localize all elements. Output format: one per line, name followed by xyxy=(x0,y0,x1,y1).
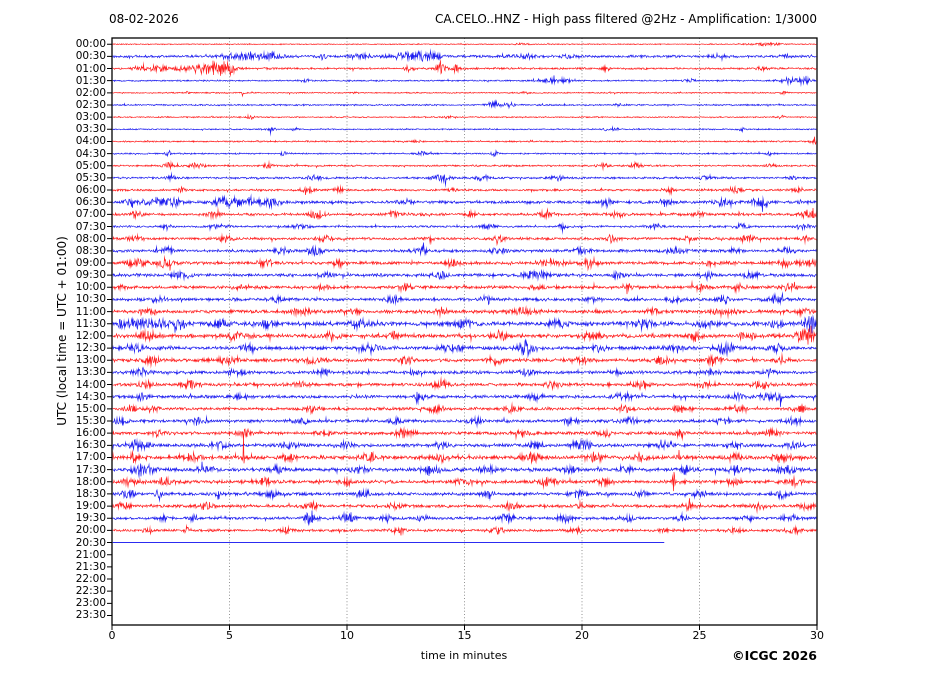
y-tick-label: 08:30 xyxy=(75,244,106,257)
x-tick-label: 20 xyxy=(575,629,589,642)
y-tick-label: 01:30 xyxy=(75,74,106,87)
y-tick-label: 12:00 xyxy=(75,329,106,342)
station-title: CA.CELO..HNZ - High pass filtered @2Hz -… xyxy=(435,12,817,26)
y-tick-label: 19:30 xyxy=(75,512,106,525)
y-tick-label: 20:30 xyxy=(75,536,106,549)
y-tick-label: 23:00 xyxy=(75,597,106,610)
y-tick-label: 15:30 xyxy=(75,415,106,427)
y-tick-label: 16:30 xyxy=(75,439,106,452)
y-tick-label: 06:30 xyxy=(75,196,106,209)
y-tick-label: 21:00 xyxy=(75,548,106,561)
y-tick-label: 11:00 xyxy=(75,305,106,318)
y-tick-label: 11:30 xyxy=(75,317,106,330)
y-tick-label: 08:00 xyxy=(75,232,106,245)
y-tick-label: 07:30 xyxy=(75,220,106,233)
y-tick-label: 02:30 xyxy=(75,98,106,111)
y-tick-label: 15:00 xyxy=(75,402,106,415)
y-tick-label: 09:00 xyxy=(75,256,106,269)
x-axis-label: time in minutes xyxy=(420,649,508,662)
y-tick-label: 09:30 xyxy=(75,269,106,282)
y-tick-label: 21:30 xyxy=(75,560,106,573)
y-tick-label: 23:30 xyxy=(75,609,106,622)
x-tick-label: 30 xyxy=(810,629,824,642)
x-tick-label: 15 xyxy=(457,629,472,642)
y-tick-label: 16:00 xyxy=(75,427,106,440)
y-tick-label: 10:30 xyxy=(75,293,106,306)
y-tick-label: 02:00 xyxy=(75,86,106,99)
y-tick-label: 20:00 xyxy=(75,524,106,537)
y-tick-label: 13:00 xyxy=(75,354,106,367)
y-tick-label: 19:00 xyxy=(75,500,106,513)
y-tick-label: 03:30 xyxy=(75,123,106,136)
y-tick-label: 00:00 xyxy=(75,38,106,51)
y-tick-label: 14:00 xyxy=(75,378,106,391)
y-tick-label: 18:30 xyxy=(75,487,106,500)
y-tick-label: 22:00 xyxy=(75,573,106,586)
y-tick-label: 05:30 xyxy=(75,171,106,184)
y-tick-label: 12:30 xyxy=(75,342,106,355)
date-title: 08-02-2026 xyxy=(109,12,179,26)
y-tick-label: 04:00 xyxy=(75,135,106,148)
x-tick-label: 5 xyxy=(226,629,233,642)
y-tick-label: 00:30 xyxy=(75,50,106,63)
y-tick-label: 06:00 xyxy=(75,184,106,197)
x-tick-label: 10 xyxy=(340,629,354,642)
y-tick-label: 04:30 xyxy=(75,147,106,160)
y-tick-label: 17:00 xyxy=(75,451,106,464)
y-tick-label: 14:30 xyxy=(75,390,106,403)
y-tick-label: 07:00 xyxy=(75,208,106,221)
y-tick-label: 10:00 xyxy=(75,281,106,294)
y-tick-label: 01:00 xyxy=(75,62,106,75)
copyright-text: ©ICGC 2026 xyxy=(732,648,817,663)
y-tick-label: 05:00 xyxy=(75,159,106,172)
y-tick-label: 13:30 xyxy=(75,366,106,379)
y-tick-label: 22:30 xyxy=(75,585,106,598)
y-tick-label: 18:00 xyxy=(75,475,106,488)
x-tick-label: 0 xyxy=(108,629,116,642)
y-tick-label: 03:00 xyxy=(75,111,106,124)
y-tick-label: 17:30 xyxy=(75,463,106,476)
x-tick-label: 25 xyxy=(692,629,707,642)
